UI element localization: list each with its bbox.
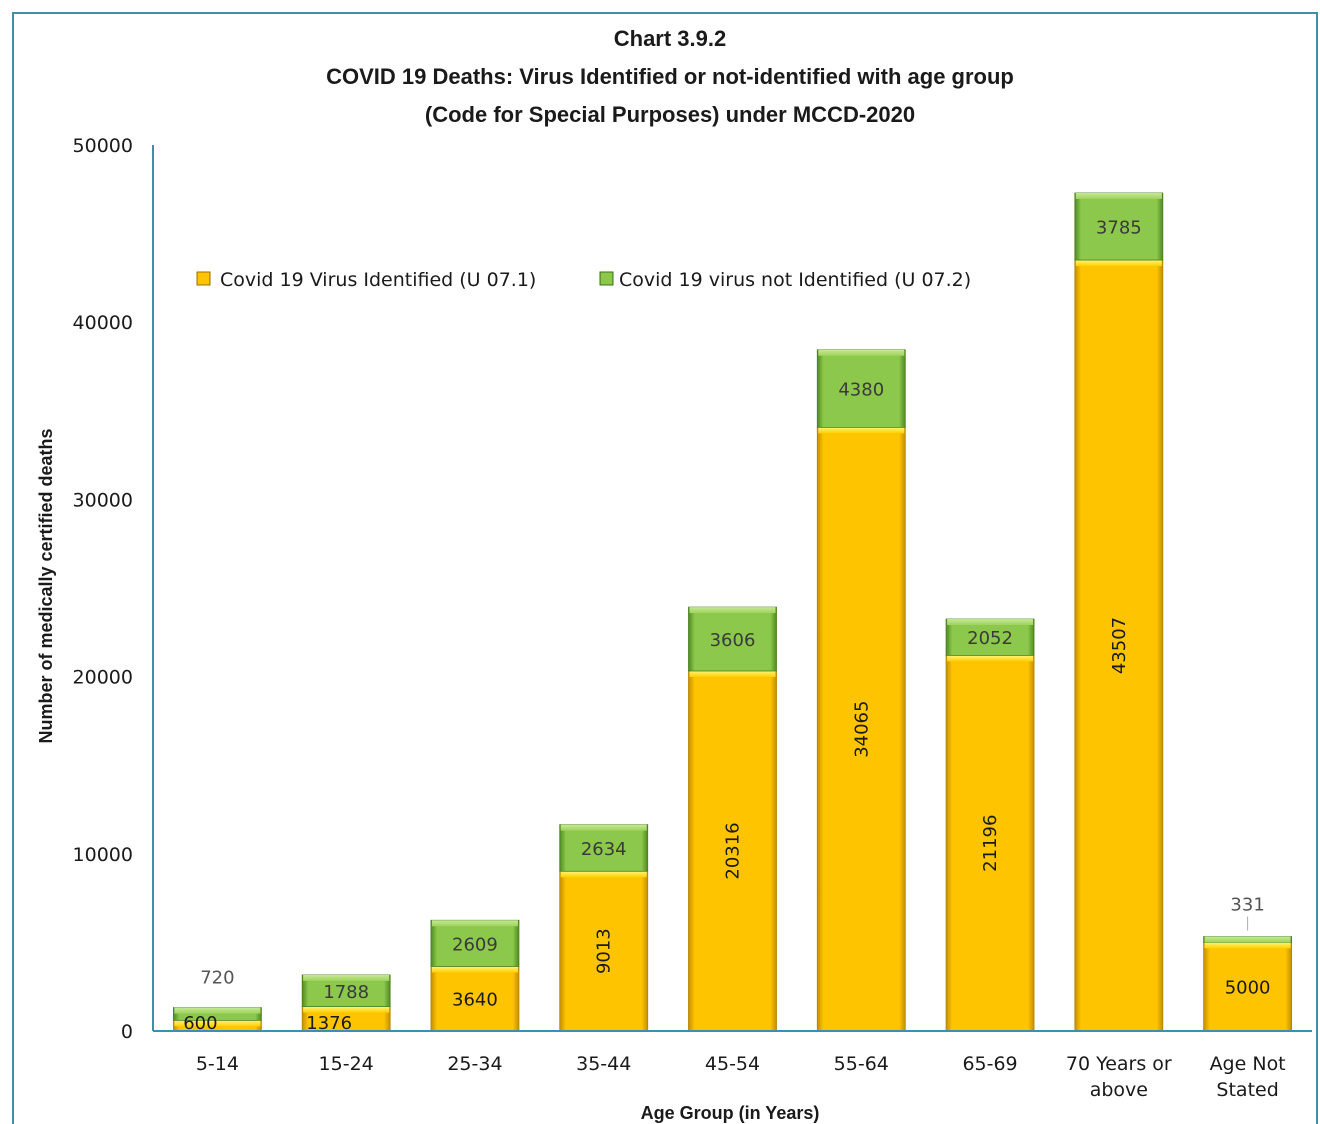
bar-not-identified: [559, 824, 649, 872]
x-tick-label: above: [1090, 1079, 1148, 1101]
bar-identified-top-bevel: [560, 871, 647, 878]
value-label-identified: 600: [183, 1013, 217, 1034]
x-tick-label: 55-64: [834, 1053, 889, 1075]
x-tick-label: 65-69: [962, 1053, 1017, 1075]
value-label-identified: 20316: [723, 822, 744, 879]
bar-identified-top-bevel: [1075, 260, 1162, 267]
bar-not-identified-top-bevel: [174, 1007, 261, 1014]
chart-title: Chart 3.9.2 COVID 19 Deaths: Virus Ident…: [326, 26, 1014, 127]
bar-identified: [688, 670, 777, 1032]
bar-not-identified-top-bevel: [431, 920, 518, 927]
bars: [172, 192, 1293, 1032]
bar-not-identified-top-bevel: [1075, 192, 1162, 199]
x-axis-title: Age Group (in Years): [641, 1103, 820, 1123]
y-axis-title: Number of medically certified deaths: [36, 428, 56, 743]
bar-not-identified-top-bevel: [303, 974, 390, 981]
legend-item-identified: Covid 19 Virus Identified (U 07.1): [196, 269, 536, 291]
chart-title-line-1: Chart 3.9.2: [614, 26, 727, 51]
value-label-not-identified: 2634: [581, 839, 627, 860]
value-label-not-identified: 720: [200, 968, 234, 989]
value-label-not-identified: 331: [1230, 895, 1264, 916]
legend-swatch-not-identified: [599, 271, 614, 286]
bar-identified-top-bevel: [303, 1006, 390, 1013]
bar-identified: [1074, 259, 1164, 1032]
x-tick-label: 35-44: [576, 1053, 631, 1075]
bar-identified-top-bevel: [818, 427, 905, 434]
y-tick-label: 0: [121, 1021, 133, 1043]
x-tick-label: 5-14: [196, 1053, 239, 1075]
y-axis-ticks: 0 10000 20000 30000 40000 50000: [73, 135, 133, 1043]
y-tick-label: 30000: [73, 489, 133, 511]
value-label-identified: 21196: [980, 815, 1001, 872]
value-label-identified: 34065: [851, 701, 872, 758]
bar-identified-top-bevel: [1204, 942, 1291, 949]
y-tick-label: 10000: [73, 844, 133, 866]
bar-not-identified: [945, 618, 1035, 656]
legend-item-not-identified: Covid 19 virus not Identified (U 07.2): [599, 269, 971, 291]
x-axis-ticks: 5-14 15-24 25-34 35-44 45-54 55-64 65-69 70 Yea…: [196, 1053, 1286, 1101]
bar-identified: [945, 655, 1035, 1032]
x-tick-label: 45-54: [705, 1053, 760, 1075]
bar-identified: [1203, 942, 1293, 1032]
value-label-not-identified: 3785: [1096, 218, 1142, 239]
legend: Covid 19 Virus Identified (U 07.1) Covid…: [196, 269, 971, 291]
value-label-identified: 1376: [306, 1013, 352, 1034]
bar-not-identified-top-bevel: [818, 349, 905, 356]
value-label-not-identified: 3606: [710, 630, 756, 651]
bar-identified-top-bevel: [947, 655, 1034, 662]
bar-not-identified-top-bevel: [689, 607, 776, 614]
bar-not-identified: [1074, 192, 1164, 261]
bar-not-identified: [816, 349, 906, 428]
y-tick-label: 20000: [73, 667, 133, 689]
chart-title-line-3: (Code for Special Purposes) under MCCD-2…: [425, 102, 915, 127]
value-label-not-identified: 1788: [323, 982, 369, 1003]
x-tick-label: 70 Years or: [1066, 1053, 1172, 1075]
legend-swatch-identified: [196, 271, 211, 286]
x-tick-label: 15-24: [319, 1053, 374, 1075]
value-label-not-identified: 2609: [452, 934, 498, 955]
bar-not-identified-top-bevel: [947, 619, 1034, 626]
value-label-identified: 9013: [594, 928, 615, 974]
value-label-identified: 3640: [452, 990, 498, 1011]
legend-label-not-identified: Covid 19 virus not Identified (U 07.2): [619, 269, 971, 291]
value-label-not-identified: 2052: [967, 628, 1013, 649]
chart-title-line-2: COVID 19 Deaths: Virus Identified or not…: [326, 64, 1014, 89]
bar-identified-top-bevel: [689, 671, 776, 678]
bar-identified-top-bevel: [174, 1020, 261, 1027]
value-label-identified: 43507: [1109, 617, 1130, 674]
y-tick-label: 50000: [73, 135, 133, 157]
bar-not-identified-top-bevel: [560, 824, 647, 831]
y-tick-label: 40000: [73, 312, 133, 334]
x-tick-label: Age Not: [1210, 1053, 1286, 1075]
x-tick-label: Stated: [1216, 1079, 1278, 1101]
value-label-identified: 5000: [1225, 978, 1271, 999]
bar-identified-top-bevel: [431, 966, 518, 973]
data-labels: 600 720 1376 1788 3640 2609 9013 2634 20316 3606 3…: [183, 218, 1270, 1034]
legend-label-identified: Covid 19 Virus Identified (U 07.1): [220, 269, 536, 291]
x-tick-label: 25-34: [447, 1053, 502, 1075]
bar-identified: [816, 426, 906, 1032]
bar-not-identified: [688, 606, 777, 672]
bar-not-identified-top-bevel: [1204, 936, 1291, 943]
value-label-not-identified: 4380: [838, 380, 884, 401]
